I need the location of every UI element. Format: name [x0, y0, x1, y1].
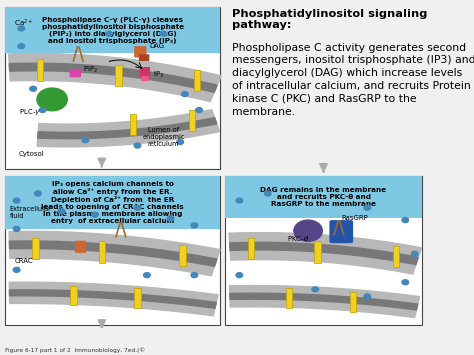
Circle shape [167, 216, 174, 221]
Circle shape [182, 92, 188, 97]
FancyBboxPatch shape [139, 54, 149, 61]
Bar [5, 176, 220, 325]
Circle shape [364, 294, 371, 299]
FancyBboxPatch shape [329, 220, 353, 243]
Circle shape [106, 31, 112, 36]
Polygon shape [229, 285, 419, 318]
Polygon shape [38, 118, 217, 139]
Text: PKC-$\theta$: PKC-$\theta$ [287, 234, 309, 244]
Bar [141, 76, 149, 81]
Bar [189, 110, 195, 131]
Circle shape [236, 273, 243, 278]
Text: Cytosol: Cytosol [19, 151, 45, 157]
Circle shape [39, 108, 46, 113]
Bar [314, 241, 320, 263]
Bar [392, 246, 399, 267]
Bar [286, 288, 292, 308]
Text: PIP$_2$: PIP$_2$ [83, 64, 98, 75]
Circle shape [144, 273, 150, 278]
Bar [99, 241, 105, 263]
Text: Figure 6-17 part 2 of 2  Immunobiology, 7ed.(© G: Figure 6-17 part 2 of 2 Immunobiology, 7… [237, 294, 384, 300]
Bar [194, 70, 200, 91]
Circle shape [402, 218, 409, 223]
Text: Figure 6-17 part 1 of 2  Immunobiology, 7ed.(©: Figure 6-17 part 1 of 2 Immunobiology, 7… [5, 348, 145, 353]
Polygon shape [37, 110, 219, 147]
Text: Phospholipase C activity generates second
messengers, inositol trisphosphate (IP: Phospholipase C activity generates secon… [232, 43, 474, 116]
FancyBboxPatch shape [134, 46, 146, 58]
Circle shape [58, 209, 65, 214]
Bar [37, 59, 43, 81]
Circle shape [402, 280, 409, 285]
Polygon shape [230, 293, 418, 310]
Polygon shape [9, 54, 221, 102]
Polygon shape [229, 233, 421, 274]
Bar [5, 7, 220, 169]
Text: Ca$^{2+}$: Ca$^{2+}$ [14, 18, 34, 29]
Circle shape [236, 198, 243, 203]
Bar [140, 67, 150, 78]
Bar [130, 114, 136, 135]
Circle shape [37, 88, 67, 111]
Circle shape [160, 31, 167, 36]
Polygon shape [9, 282, 218, 316]
Bar [135, 288, 141, 308]
Bar [350, 292, 356, 312]
Circle shape [411, 251, 418, 256]
Circle shape [30, 86, 36, 91]
Polygon shape [9, 241, 217, 266]
Bar [32, 238, 38, 259]
Text: Lumen of
endoplasmic
reticulum: Lumen of endoplasmic reticulum [142, 126, 185, 147]
Circle shape [134, 205, 141, 210]
FancyBboxPatch shape [75, 241, 86, 253]
Bar [225, 176, 422, 218]
Text: Phosphatidylinositol signaling pathway:: Phosphatidylinositol signaling pathway: [232, 9, 428, 31]
Polygon shape [9, 63, 217, 92]
Circle shape [312, 287, 319, 292]
Circle shape [191, 273, 198, 278]
Circle shape [18, 44, 25, 49]
Circle shape [13, 267, 20, 272]
Text: DAG remains in the membrane
and recruits PKC-θ and
RasGRP to the membrane: DAG remains in the membrane and recruits… [260, 187, 387, 207]
Text: CRAC: CRAC [14, 258, 33, 264]
Bar [5, 7, 220, 53]
Bar [179, 245, 185, 266]
Text: IP$_3$: IP$_3$ [153, 69, 164, 80]
Polygon shape [9, 231, 220, 276]
Circle shape [13, 226, 20, 231]
Circle shape [134, 143, 141, 148]
Circle shape [191, 223, 198, 228]
Circle shape [18, 26, 25, 31]
Circle shape [177, 140, 183, 144]
Bar [225, 176, 422, 325]
Circle shape [294, 220, 322, 241]
Text: Phospholipase C-γ (PLC-γ) cleaves
phosphatidylinositol bisphosphate
(PIP₂) into : Phospholipase C-γ (PLC-γ) cleaves phosph… [42, 17, 183, 44]
Circle shape [196, 108, 202, 113]
Circle shape [364, 205, 371, 210]
Circle shape [91, 212, 98, 217]
Text: DAG: DAG [149, 43, 164, 49]
FancyBboxPatch shape [70, 69, 81, 77]
Circle shape [35, 191, 41, 196]
Polygon shape [229, 242, 419, 264]
Bar [70, 286, 76, 305]
Bar [5, 176, 220, 229]
Text: RasGRP: RasGRP [341, 215, 368, 221]
Circle shape [264, 191, 271, 196]
Text: IP₃ opens calcium channels to
allow Ca²⁺ entry from the ER.
Depletion of Ca²⁺ fr: IP₃ opens calcium channels to allow Ca²⁺… [41, 181, 184, 224]
Bar [115, 65, 121, 86]
Polygon shape [9, 290, 216, 308]
Bar [248, 238, 255, 259]
Text: PLC-$\gamma$: PLC-$\gamma$ [19, 106, 41, 116]
Text: Extracellular
fluid: Extracellular fluid [9, 206, 51, 219]
Circle shape [82, 138, 89, 143]
Circle shape [13, 198, 20, 203]
